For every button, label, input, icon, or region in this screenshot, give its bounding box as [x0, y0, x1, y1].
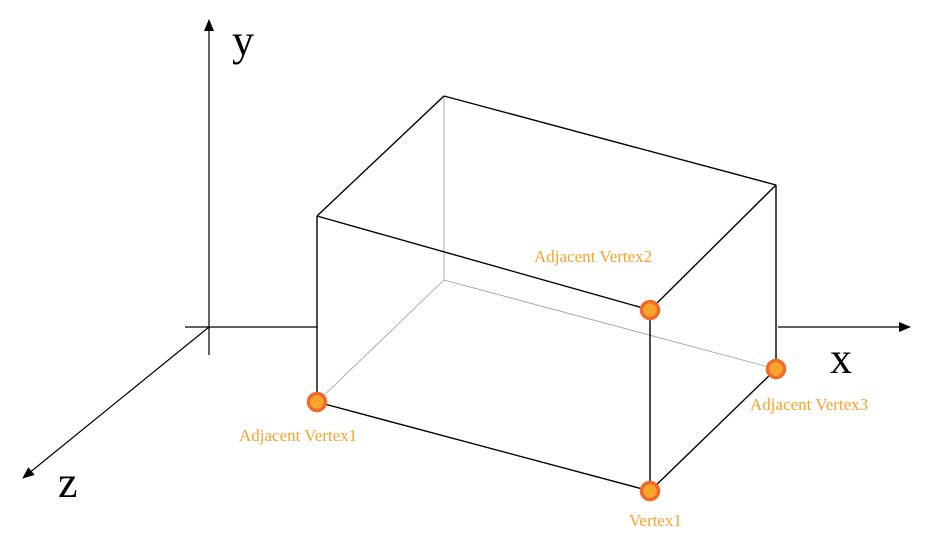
adjacent-vertex2-label: Adjacent Vertex2: [534, 247, 652, 266]
adjacent-vertex3-label: Adjacent Vertex3: [750, 395, 868, 414]
z-axis: [22, 326, 210, 479]
box-edge: [649, 184, 777, 311]
adjacent-vertex1-label: Adjacent Vertex1: [239, 426, 357, 445]
adjacent-vertex3-marker: [765, 358, 787, 380]
box-edge: [316, 95, 445, 217]
box-edge: [443, 95, 777, 186]
adjacent-vertex1-marker: [306, 391, 328, 413]
box-edge: [649, 368, 777, 492]
vertex1-label: Vertex1: [629, 511, 682, 530]
y-axis-label: y: [232, 16, 254, 65]
box-edge: [316, 401, 651, 492]
box-edge: [316, 215, 651, 311]
x-axis-label: x: [830, 334, 852, 383]
hidden-edge-right: [443, 279, 777, 370]
hidden-edge-left: [316, 279, 445, 403]
vertex1-marker: [639, 480, 661, 502]
adjacent-vertex2-marker: [639, 299, 661, 321]
z-axis-label: z: [58, 458, 78, 507]
